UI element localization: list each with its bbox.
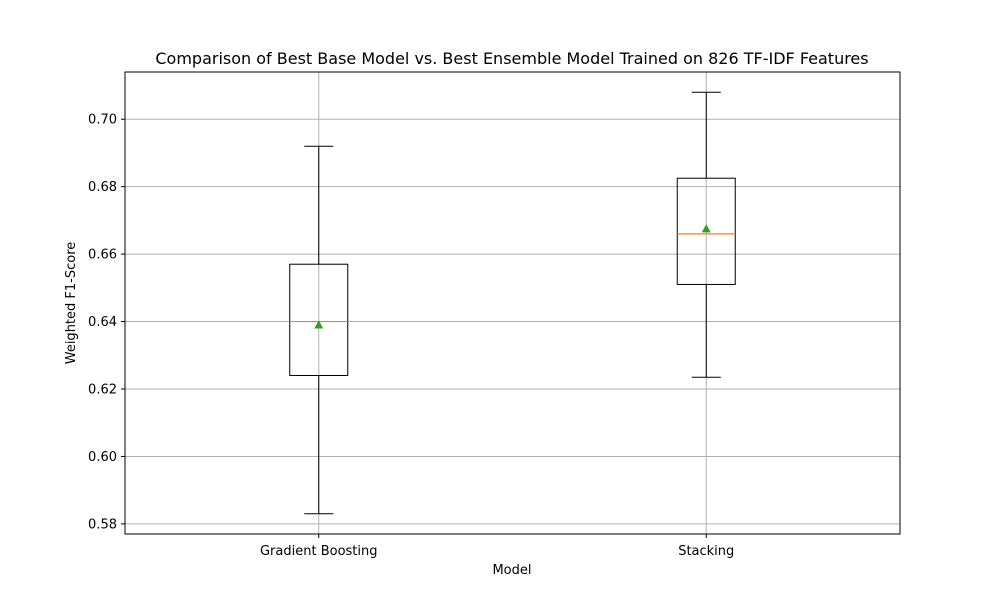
y-axis-label: Weighted F1-Score	[64, 242, 79, 365]
y-tick-label: 0.64	[88, 315, 117, 330]
y-tick-label: 0.60	[88, 450, 117, 465]
mean-marker	[314, 320, 324, 329]
mean-marker	[701, 224, 711, 233]
chart-title: Comparison of Best Base Model vs. Best E…	[155, 49, 868, 68]
y-tick-label: 0.68	[88, 180, 117, 195]
boxes	[289, 91, 736, 515]
y-tick-label: 0.66	[88, 248, 117, 263]
x-axis-label: Model	[492, 563, 531, 578]
y-tick-label: 0.58	[88, 517, 117, 532]
iqr-box	[289, 263, 349, 377]
plot-frame	[124, 71, 901, 535]
x-tick-label: Gradient Boosting	[260, 544, 378, 559]
ticks: 0.58 0.60 0.62 0.64 0.66 0.68 0.70 Gradient Boo…	[88, 113, 734, 559]
y-tick-label: 0.70	[88, 113, 117, 128]
iqr-box	[676, 177, 736, 285]
y-tick-label: 0.62	[88, 382, 117, 397]
x-tick-label: Stacking	[678, 544, 734, 559]
